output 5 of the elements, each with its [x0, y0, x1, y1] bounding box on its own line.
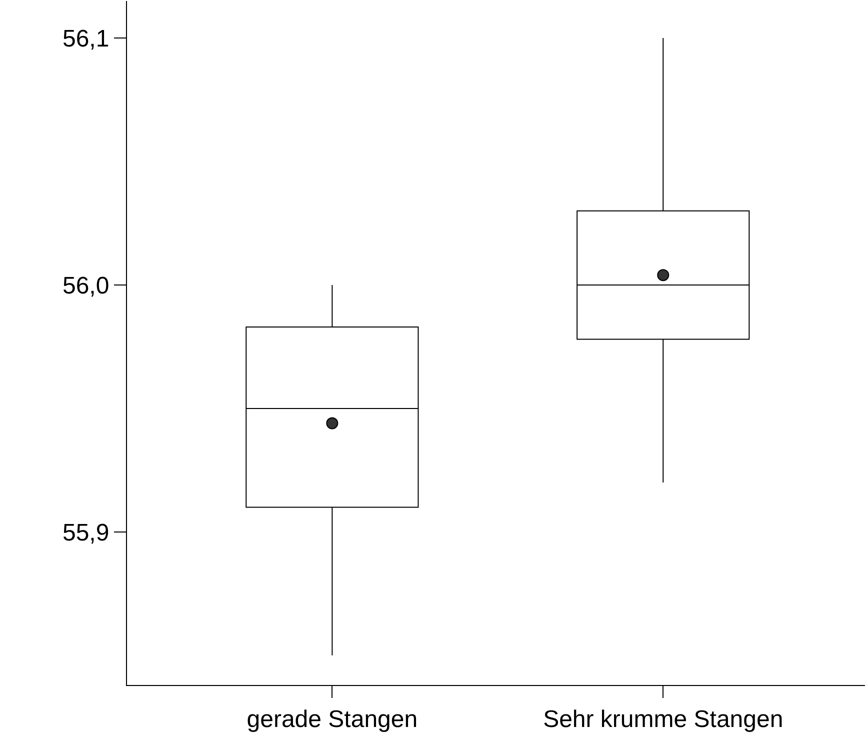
y-tick-label: 56,1: [62, 25, 110, 52]
x-tick-label: gerade Stangen: [246, 706, 418, 733]
y-tick-label: 56,0: [62, 272, 110, 300]
y-tick-label: 55,9: [62, 519, 110, 546]
x-tick-label: Sehr krumme Stangen: [543, 706, 784, 733]
